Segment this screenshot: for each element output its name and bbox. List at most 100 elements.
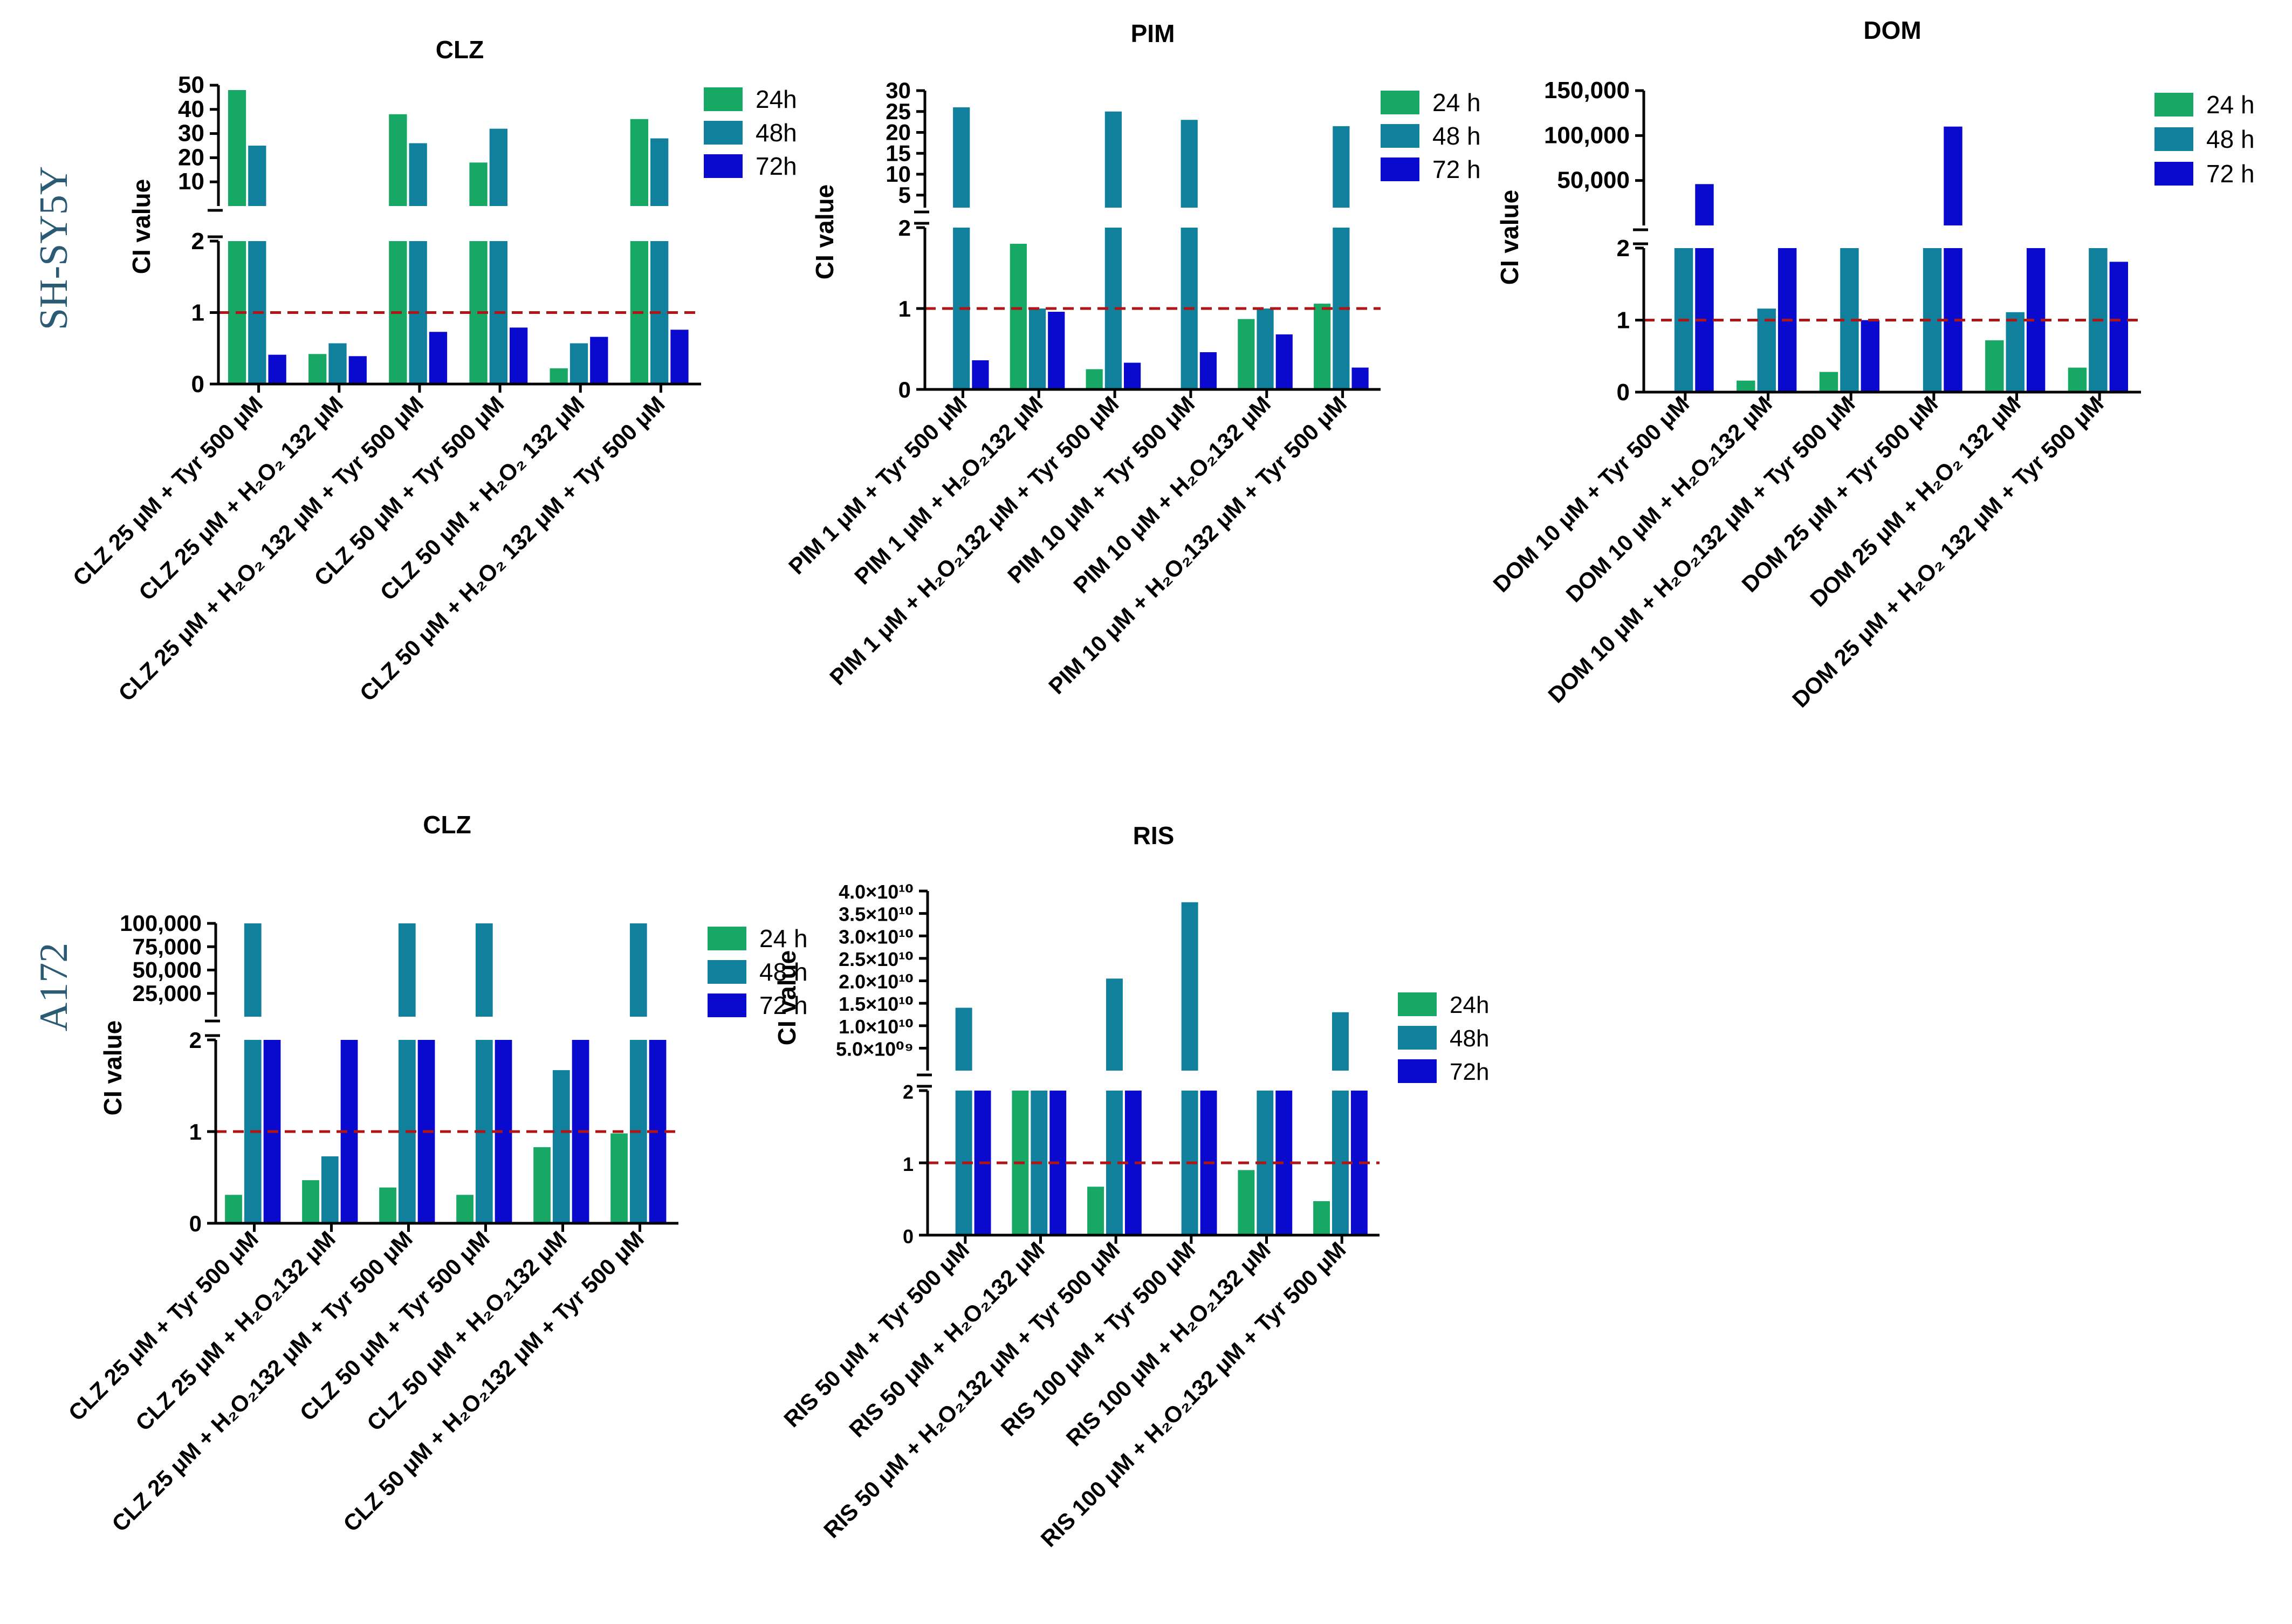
chart-title: CLZ [423,811,471,839]
bar-72h-1 [1048,312,1065,389]
legend-swatch-2 [2154,162,2193,186]
legend-label-2: 72 h [2206,160,2255,188]
legend-label-1: 48h [756,119,797,147]
y-tick-label: 15 [886,140,911,166]
bar-48h-5-upper [1332,1012,1349,1071]
category-label: DOM 10 μM + H₂O₂132 μM + Tyr 500 μM [1543,391,1859,708]
y-tick-label: 20 [886,120,911,145]
bar-24h-2 [379,1187,396,1223]
y-axis-label: CI value [1495,190,1524,285]
y-tick-label: 4.0×10¹⁰ [839,881,914,903]
bar-72h-5 [670,330,689,384]
y-axis-label: CI value [127,179,155,274]
legend-label-2: 72h [756,152,797,180]
bar-24h-1 [1010,244,1027,389]
legend-swatch-0 [1381,91,1419,114]
y-tick-label: 30 [178,120,204,147]
bar-72h-4 [1275,334,1293,389]
y-tick-label: 50,000 [1557,167,1630,194]
legend-swatch-1 [704,121,743,145]
bar-48h-0-upper [244,923,262,1017]
legend-swatch-1 [2154,127,2193,151]
bar-48h-1 [1757,309,1776,392]
legend-swatch-0 [708,927,746,950]
bar-48h-3-upper [1181,120,1198,208]
bar-24h-2 [1819,372,1838,392]
y-tick-label: 1 [189,1119,202,1145]
legend-swatch-0 [704,87,743,111]
bar-48h-5-upper [1333,126,1350,208]
bar-48h-0-upper [248,146,266,206]
bar-72h-4 [590,337,608,384]
y-axis-label: CI value [773,950,801,1045]
legend-swatch-1 [1381,124,1419,148]
legend-label-1: 48h [1450,1025,1489,1052]
bar-24h-5 [1314,304,1331,389]
y-tick-label: 10 [178,168,204,195]
y-axis-label: CI value [811,184,839,279]
bar-72h-2 [1861,320,1880,392]
legend-swatch-2 [1398,1059,1437,1083]
legend-label-2: 72 h [759,991,808,1019]
bar-48h-5-upper [629,923,647,1017]
bar-24h-4 [1238,1170,1255,1235]
y-tick-label: 150,000 [1544,77,1630,104]
y-tick-label: 1 [191,300,204,326]
y-tick-label: 5 [898,182,911,208]
bar-48h-3-upper [475,923,493,1017]
bar-72h-0-upper [1695,184,1714,225]
y-tick-label: 1 [898,296,911,321]
legend-swatch-2 [708,993,746,1017]
bar-48h-1 [1028,309,1046,389]
category-label: DOM 25 μM + H₂O₂ 132 μM + Tyr 500 μM [1787,391,2109,712]
bar-24h-3-upper [469,162,488,206]
chart-panel-2: DOM CI value 0 1 2 50,000 100,000 150,000 DOM 10… [1488,16,2254,712]
bar-24h-4 [533,1147,551,1223]
row-label-sh-sy5y: SH-SY5Y [32,166,76,331]
y-tick-label: 0 [898,377,911,402]
legend-label-1: 48 h [2206,125,2255,153]
legend-label-0: 24 h [759,924,808,953]
legend-label-2: 72 h [1432,155,1481,183]
bar-48h-5-upper [650,138,669,206]
y-tick-label: 2 [1617,235,1630,262]
legend-label-0: 24h [1450,992,1489,1018]
bar-24h-2 [1087,1187,1104,1235]
bar-72h-3 [509,327,528,384]
chart-title: PIM [1131,19,1175,47]
bar-48h-4 [552,1070,570,1223]
bar-24h-1 [302,1180,319,1223]
legend-swatch-2 [704,154,743,178]
bar-48h-2-upper [1104,111,1122,208]
bar-24h-5 [1313,1201,1330,1235]
bar-72h-0 [972,360,989,389]
bar-24h-3 [456,1195,474,1223]
bar-24h-4 [1985,340,2004,392]
bar-72h-3-upper [1944,126,1962,225]
bar-48h-0-upper [953,107,970,208]
y-tick-label: 0 [1617,379,1630,406]
bar-24h-2-upper [389,114,407,206]
bar-24h-5 [2068,367,2087,392]
category-label: CLZ 25 μM + H₂O₂ 132 μM + Tyr 500 μM [113,391,428,706]
y-tick-label: 2.0×10¹⁰ [839,971,914,993]
chart-title: CLZ [436,36,484,64]
legend-swatch-1 [708,960,746,984]
y-tick-label: 2 [191,228,204,255]
y-tick-label: 2 [903,1081,914,1103]
y-tick-label: 0 [191,371,204,398]
chart-title: DOM [1863,16,1921,44]
y-tick-label: 25,000 [133,981,202,1006]
y-tick-label: 75,000 [133,934,202,959]
category-label: CLZ 50 μM + H₂O₂ 132 μM + Tyr 500 μM [355,391,670,706]
y-tick-label: 1.5×10¹⁰ [839,993,914,1015]
bar-24h-1 [1737,380,1755,392]
legend-label-0: 24 h [2206,91,2255,119]
y-tick-label: 10 [886,161,911,187]
y-tick-label: 100,000 [120,910,202,936]
y-tick-label: 100,000 [1544,122,1630,148]
